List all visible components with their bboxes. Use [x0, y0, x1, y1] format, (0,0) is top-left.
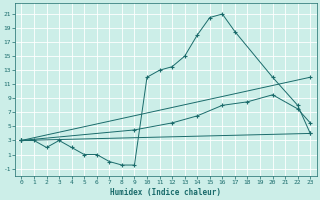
X-axis label: Humidex (Indice chaleur): Humidex (Indice chaleur) [110, 188, 221, 197]
